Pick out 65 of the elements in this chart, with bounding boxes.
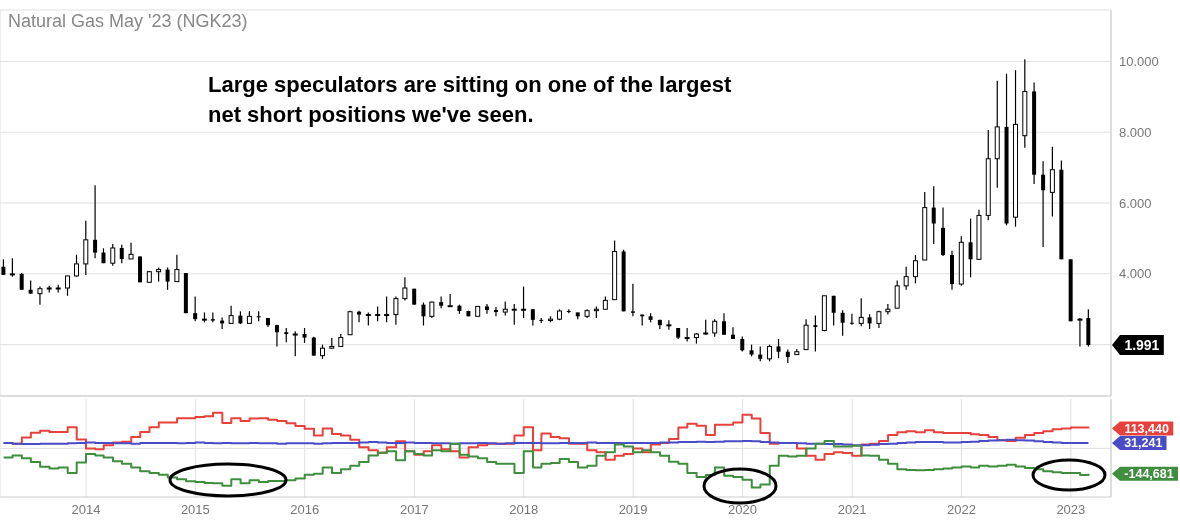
- candlestick: [37, 285, 43, 306]
- candlestick: [968, 217, 973, 278]
- candlestick: [193, 295, 198, 322]
- y-tick-label: 8.000: [1119, 124, 1152, 140]
- candlestick: [630, 283, 635, 317]
- candlestick: [393, 295, 399, 326]
- x-tick-label: 2020: [728, 502, 757, 518]
- x-tick-label: 2015: [180, 502, 210, 518]
- candlestick: [1077, 317, 1083, 348]
- candlestick: [1049, 146, 1055, 218]
- candlestick: [903, 266, 909, 291]
- x-tick-label: 2018: [509, 502, 539, 518]
- candlestick: [311, 336, 316, 357]
- text: 113,440: [1124, 421, 1169, 436]
- candlestick: [402, 276, 408, 301]
- candlestick: [347, 310, 353, 336]
- candlestick: [493, 306, 498, 317]
- candlestick: [357, 310, 362, 323]
- chart-title: Natural Gas May '23 (NGK23): [8, 11, 248, 32]
- candlestick: [894, 279, 900, 309]
- candlestick: [885, 303, 891, 316]
- x-tick-label: 2016: [290, 502, 320, 518]
- candlestick: [931, 185, 936, 245]
- candlestick: [128, 242, 134, 260]
- candlestick: [165, 266, 170, 291]
- text: -144,681: [1124, 467, 1174, 482]
- candlestick: [93, 184, 98, 259]
- y-tick-label: 10.000: [1119, 53, 1159, 69]
- candlestick: [9, 257, 15, 278]
- candlestick: [684, 327, 690, 343]
- candlestick: [849, 313, 854, 326]
- candlestick: [858, 297, 864, 327]
- candlestick: [912, 254, 918, 284]
- candlestick: [1041, 160, 1046, 248]
- y-tick-label: 4.000: [1119, 266, 1152, 282]
- text: 31,241: [1124, 436, 1163, 451]
- candlestick: [439, 295, 444, 309]
- candlestick: [776, 338, 781, 359]
- candlestick: [74, 254, 80, 278]
- candlestick: [119, 244, 124, 264]
- candlestick: [840, 309, 845, 337]
- candlestick: [666, 319, 672, 331]
- candlestick: [421, 301, 426, 327]
- candlestick: [384, 295, 390, 323]
- candlestick: [721, 312, 726, 336]
- x-tick-label: 2021: [837, 502, 867, 518]
- candlestick: [447, 293, 453, 308]
- candlestick: [65, 275, 71, 297]
- candlestick: [174, 254, 180, 283]
- y-tick-label: 6.000: [1119, 195, 1152, 211]
- x-tick-label: 2017: [399, 502, 429, 518]
- x-tick-label: 2023: [1056, 502, 1086, 518]
- text: 1.991: [1124, 337, 1160, 354]
- candlestick: [831, 295, 836, 327]
- candlestick: [484, 303, 489, 315]
- candlestick: [110, 243, 116, 267]
- x-tick-label: 2014: [71, 502, 101, 518]
- annotation: Large speculators are sitting on one of the largest net short positions we've seen.: [208, 71, 733, 129]
- candlestick: [813, 315, 818, 352]
- candlestick: [511, 303, 517, 326]
- x-tick-label: 2022: [947, 502, 976, 518]
- candlestick: [521, 285, 527, 319]
- candlestick: [730, 326, 735, 340]
- candlestick: [292, 330, 298, 357]
- x-tick-label: 2019: [618, 502, 648, 518]
